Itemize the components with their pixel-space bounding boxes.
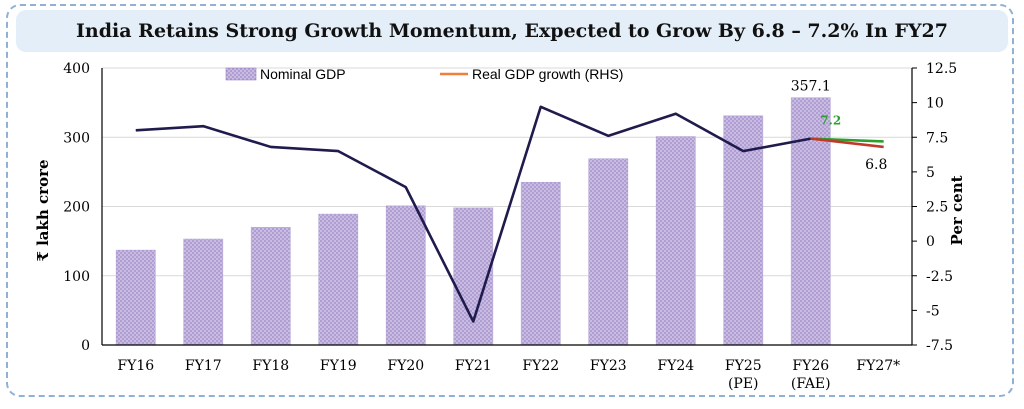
bar — [790, 97, 831, 346]
y-tick-label: 400 — [63, 61, 90, 77]
y2-tick-label: 10 — [926, 96, 944, 112]
y-tick-label: 100 — [63, 269, 90, 285]
x-tick-label: FY22 — [522, 358, 559, 374]
bar — [250, 226, 291, 346]
bar — [318, 213, 359, 346]
y2-tick-label: 0 — [926, 234, 935, 250]
x-tick-label: FY17 — [185, 358, 222, 374]
title-bar: India Retains Strong Growth Momentum, Ex… — [16, 10, 1008, 52]
x-tick-label: (FAE) — [791, 376, 831, 392]
y2-tick-label: 7.5 — [926, 130, 948, 146]
bar — [655, 136, 696, 346]
y2-tick-label: 12.5 — [926, 61, 957, 77]
chart-frame — [6, 4, 1014, 397]
y2-tick-label: 5 — [926, 165, 935, 181]
x-tick-label: FY26 — [792, 358, 829, 374]
y-tick-label: 300 — [63, 130, 90, 146]
y-tick-label: 0 — [81, 338, 90, 354]
y2-tick-label: 2.5 — [926, 200, 948, 216]
x-tick-label: FY21 — [455, 358, 492, 374]
bar — [723, 115, 764, 346]
y2-tick-label: -5 — [926, 303, 940, 319]
x-tick-label: FY20 — [387, 358, 424, 374]
x-tick-label: FY16 — [117, 358, 154, 374]
bar — [520, 181, 561, 346]
bar — [183, 238, 224, 346]
bar — [385, 205, 426, 346]
x-tick-label: FY25 — [725, 358, 762, 374]
legend-label-real-gdp: Real GDP growth (RHS) — [472, 66, 623, 82]
y2-tick-label: -7.5 — [926, 338, 953, 354]
x-tick-label: (PE) — [728, 376, 759, 392]
y-tick-label: 200 — [63, 200, 90, 216]
chart-title: India Retains Strong Growth Momentum, Ex… — [76, 20, 948, 42]
legend-swatch-nominal-gdp — [225, 67, 257, 81]
x-tick-label: FY24 — [657, 358, 694, 374]
y2-axis-title: Per cent — [948, 175, 966, 245]
x-tick-label: FY18 — [252, 358, 289, 374]
y2-tick-label: -2.5 — [926, 269, 953, 285]
projection-label-lower: 6.8 — [865, 157, 887, 173]
projection-label-upper: 7.2 — [820, 114, 841, 128]
projection-line-lower — [810, 137, 884, 149]
legend-label-nominal-gdp: Nominal GDP — [260, 66, 346, 82]
y-axis-title: ₹ lakh crore — [34, 159, 52, 261]
bar-data-label: 357.1 — [791, 79, 831, 95]
bar — [115, 249, 156, 346]
x-tick-label: FY23 — [590, 358, 627, 374]
x-tick-label: FY19 — [320, 358, 357, 374]
x-tick-label: FY27* — [856, 358, 900, 374]
bar — [588, 158, 629, 346]
growth-line — [135, 105, 811, 323]
